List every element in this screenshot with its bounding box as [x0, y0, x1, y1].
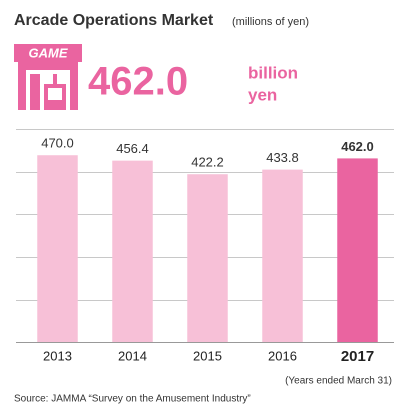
value-label: 462.0 [341, 139, 374, 154]
x-tick-label: 2013 [43, 348, 72, 363]
bar [187, 174, 228, 342]
headline-value: 462.0 [88, 60, 188, 104]
source: Source: JAMMA “Survey on the Amusement I… [14, 394, 251, 405]
note: (Years ended March 31) [285, 376, 392, 387]
chart-subtitle: (millions of yen) [232, 16, 309, 28]
bar [262, 169, 303, 342]
bar [37, 155, 78, 342]
value-label: 470.0 [41, 136, 74, 151]
headline-unit: yen [248, 85, 277, 104]
bar [112, 160, 153, 342]
value-label: 433.8 [266, 150, 299, 165]
game-icon [14, 44, 82, 110]
headline-unit: billion [248, 63, 298, 82]
x-tick-label: 2015 [193, 348, 222, 363]
x-tick-label: 2014 [118, 348, 147, 363]
x-tick-label: 2016 [268, 348, 297, 363]
chart-title: Arcade Operations Market [14, 12, 214, 29]
icon-label: GAME [29, 45, 68, 60]
x-tick-label: 2017 [341, 348, 374, 365]
bar [337, 158, 378, 342]
value-label: 456.4 [116, 141, 149, 156]
value-label: 422.2 [191, 155, 224, 170]
